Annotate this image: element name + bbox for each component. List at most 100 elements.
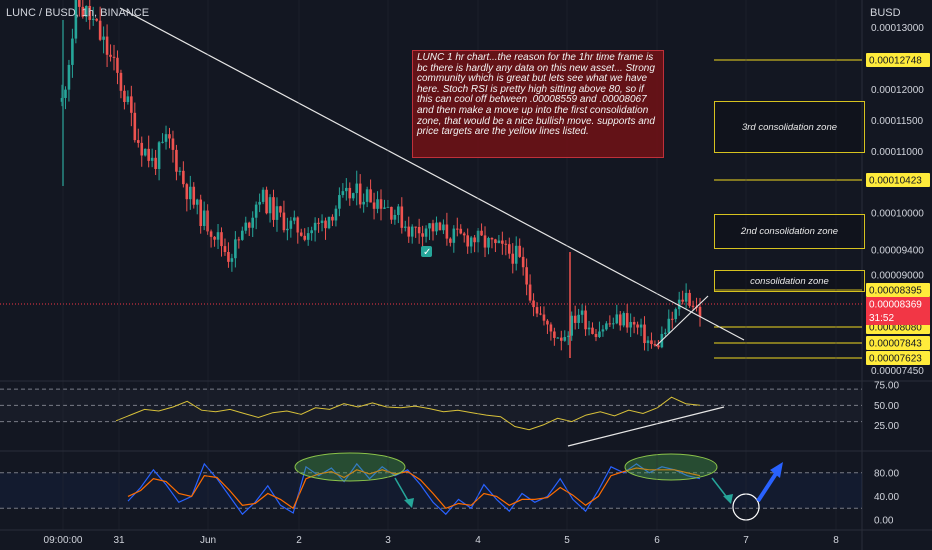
bar-countdown: 31:52 [869,313,894,324]
candle-body [688,292,691,306]
candle-body [254,204,258,218]
price-level-label: 0.00012748 [869,56,922,67]
candle-body [289,220,293,229]
candle-body [546,320,549,325]
candle-body [591,327,594,334]
candle-body [265,189,268,214]
price-axis-tick: 0.00011000 [871,147,924,158]
candle-body [487,238,490,248]
price-level-tag [866,336,930,350]
candle-body [84,5,88,17]
price-axis-tick: 0.00013000 [871,23,924,34]
candle-body [202,210,206,227]
candle-body [171,138,175,150]
time-axis-tick: 8 [833,535,839,546]
candle-body [237,239,241,241]
candle-body [60,97,64,102]
candle-body [542,314,546,321]
candle-body [81,6,85,17]
candle-body [123,90,126,103]
candle-body [71,38,74,65]
overbought-ellipse [294,452,406,482]
candle-body [570,315,574,336]
candle-body [573,315,577,323]
candle-body [150,157,154,161]
candle-body [438,222,442,231]
stoch-axis-tick: 40.00 [874,492,899,503]
candle-body [310,230,313,234]
candle-body [584,310,587,330]
time-axis-tick: 6 [654,535,660,546]
candle-body [192,186,196,205]
candle-body [154,157,157,169]
consolidation-zone-2[interactable]: 2nd consolidation zone [714,214,865,249]
candle-body [605,323,608,330]
candle-body [251,217,255,228]
candle-body [615,314,619,324]
candle-body [455,228,459,230]
candle-body [580,310,584,315]
candle-body [386,206,390,208]
consolidation-zone-3[interactable]: 3rd consolidation zone [714,101,865,153]
candle-body [282,212,286,231]
arrow-down-head [404,498,414,508]
candle-body [272,197,275,220]
price-axis-tick: 0.00007450 [871,366,924,377]
candle-body [188,186,192,200]
candle-body [279,206,282,213]
candle-body [566,335,570,338]
candle-body [136,140,140,143]
currency-label: BUSD [870,7,901,19]
price-level-tag [866,351,930,365]
candle-body [539,313,542,315]
candle-body [355,183,359,194]
annotation-note[interactable]: LUNC 1 hr chart...the reason for the 1hr… [412,50,664,158]
candle-body [670,318,674,320]
candle-body [494,239,497,244]
candle-body [258,201,261,205]
candle-body [560,337,563,341]
candle-body [351,193,355,199]
candle-body [390,206,393,220]
candle-body [293,217,296,221]
candle-body [435,222,438,232]
candle-body [105,36,109,55]
candle-body [473,237,476,243]
price-axis-tick: 0.00009400 [871,246,924,257]
candle-body [556,337,560,339]
candle-body [414,226,417,228]
time-axis-tick: 31 [113,535,125,546]
consolidation-zone-1[interactable]: consolidation zone [714,270,865,292]
candle-body [428,223,431,229]
arrow-up [756,470,779,503]
candle-body [667,318,671,333]
candle-body [164,134,168,142]
candle-body [64,89,67,98]
candle-body [643,324,646,344]
candle-body [684,292,688,302]
candle-body [424,228,428,237]
candle-body [220,232,223,247]
candle-body [320,220,324,224]
candle-body [261,189,265,202]
candle-body [317,222,320,224]
candle-body [268,197,272,214]
candle-body [275,206,279,220]
candle-body [449,238,452,243]
target-circle [732,493,760,521]
candle-body [147,148,150,161]
candle-body [338,195,341,209]
stoch-d-line [127,467,701,510]
candle-body [362,201,365,205]
consolidation-zone-2-label: 2nd consolidation zone [740,226,839,237]
candle-body [625,313,629,328]
price-axis-tick: 0.00011500 [871,116,924,127]
candle-body [657,345,660,348]
candle-body [206,210,209,232]
candle-body [691,305,695,307]
candle-body [601,329,605,332]
candle-body [650,340,653,345]
candle-body [646,340,650,344]
price-axis-tick: 0.00012000 [871,85,924,96]
